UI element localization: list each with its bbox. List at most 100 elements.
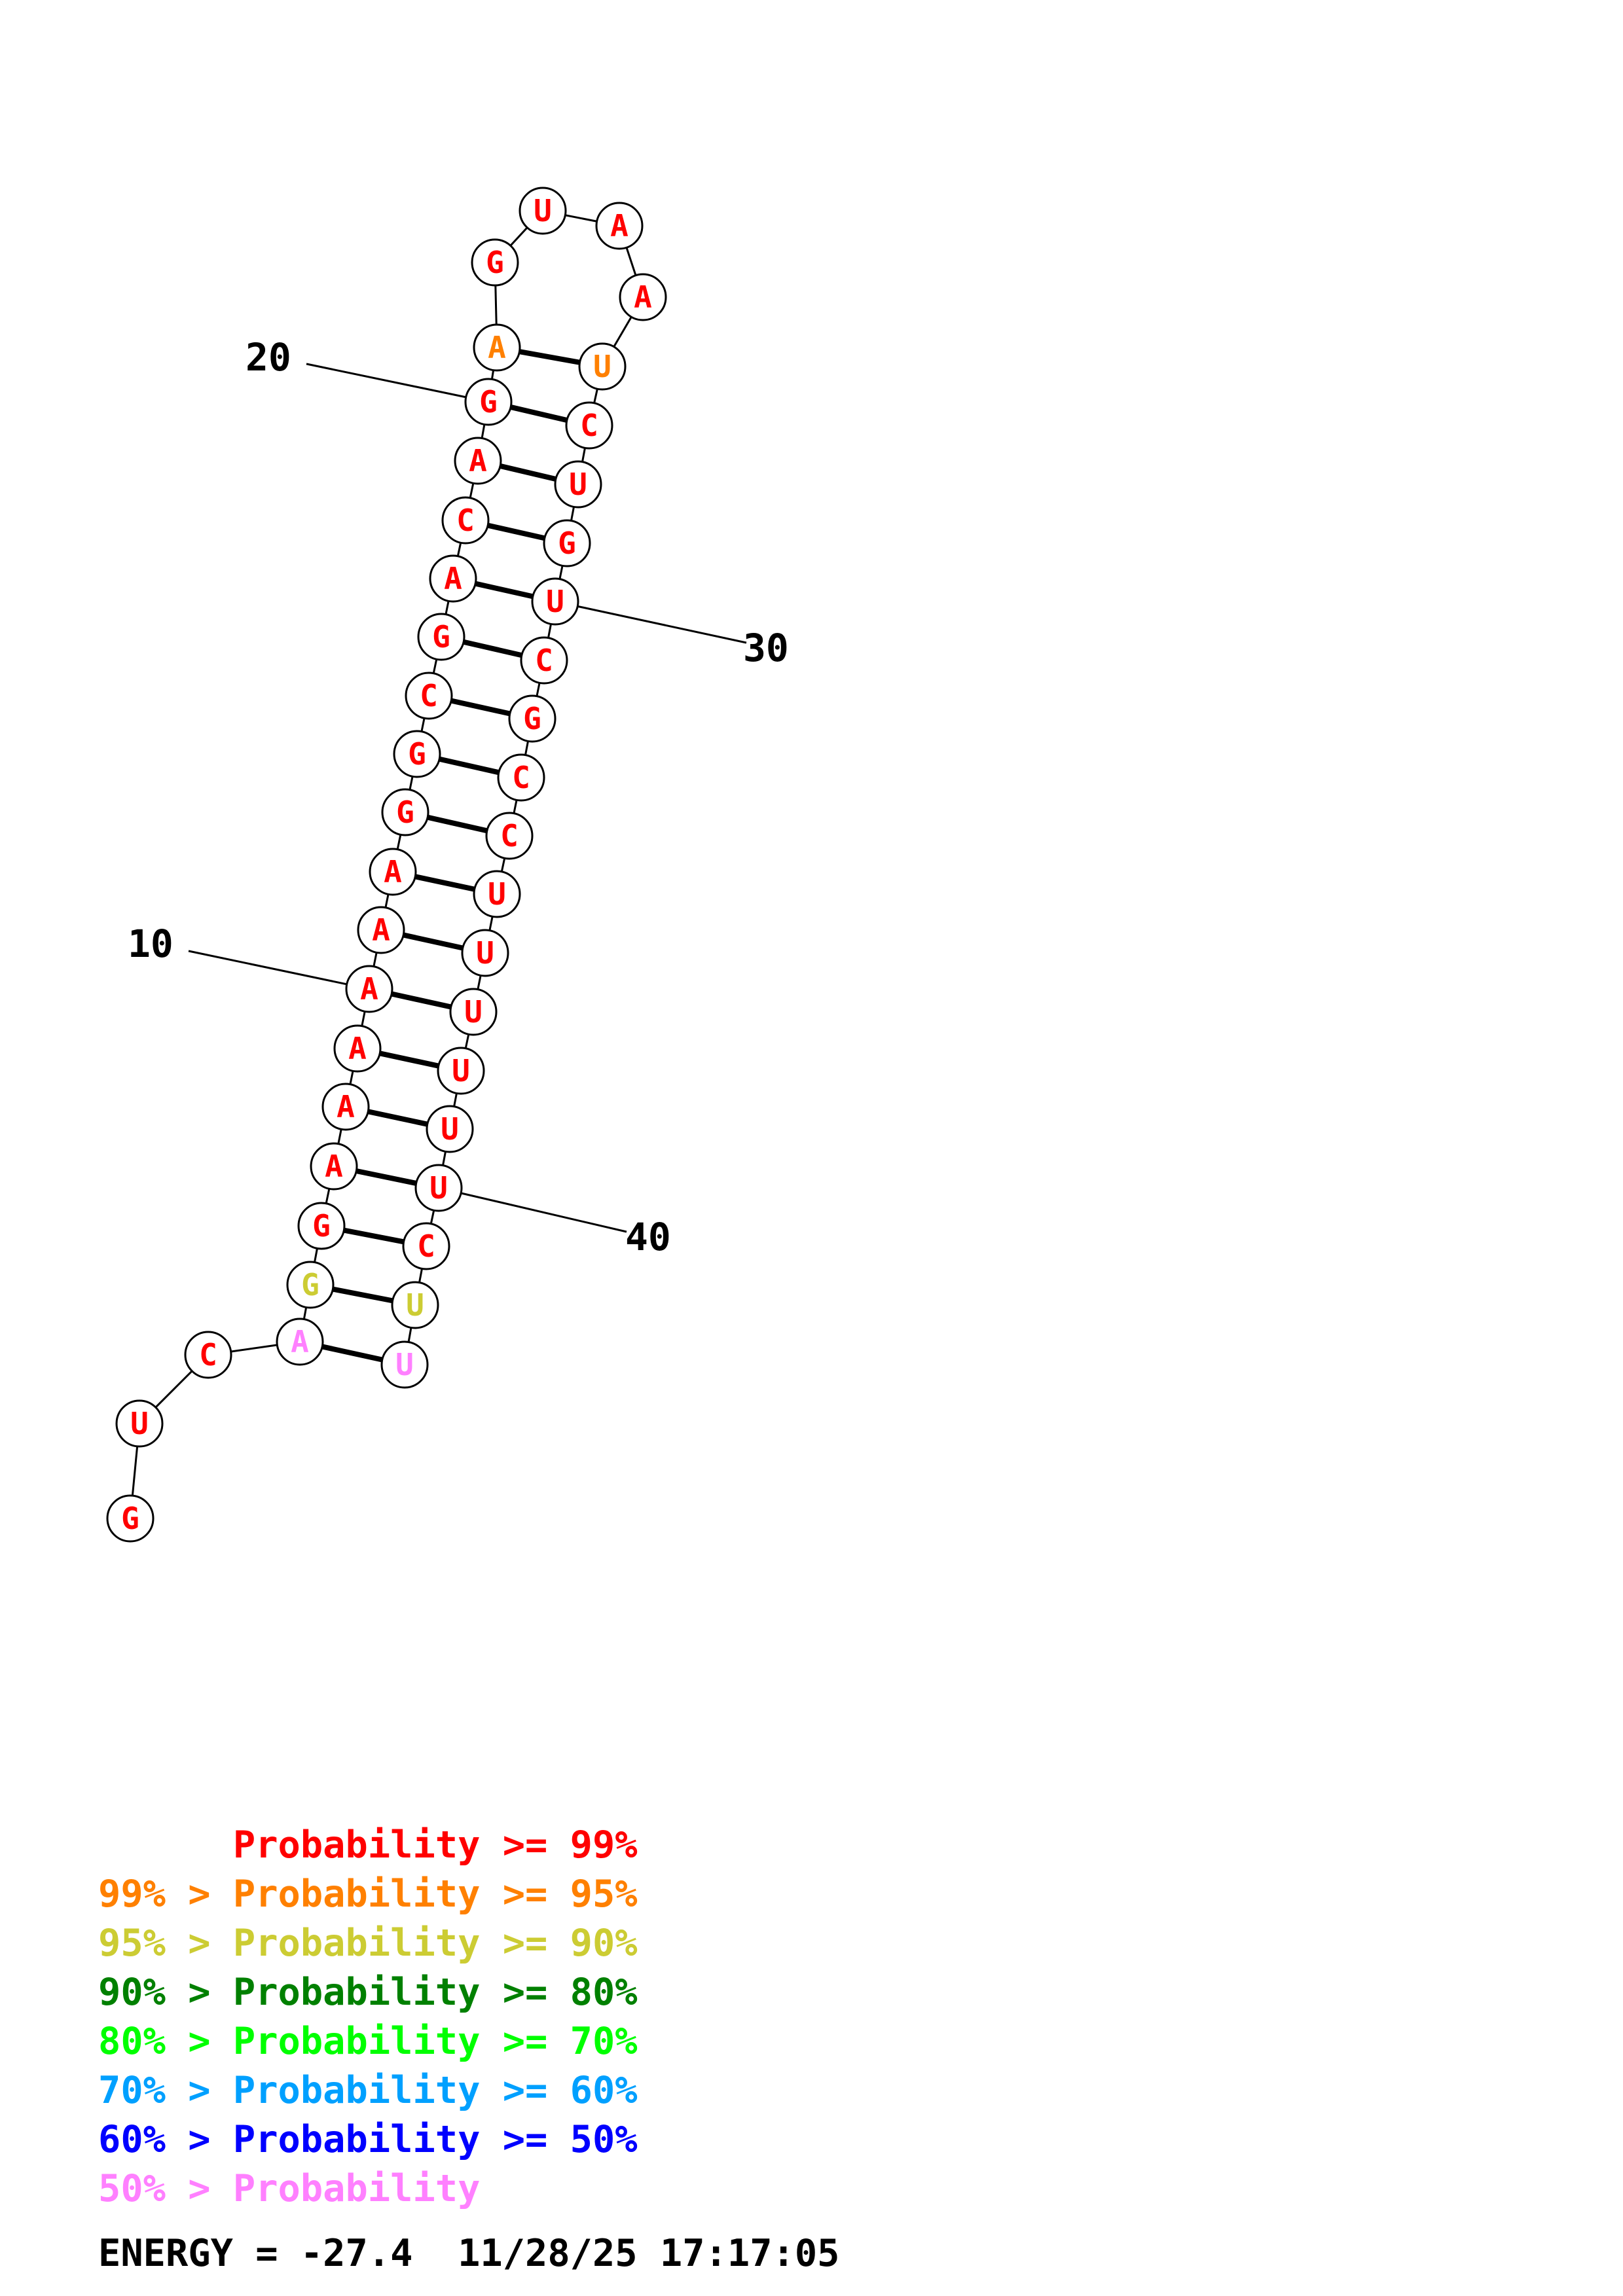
nucleotide-circle [286, 1261, 335, 1309]
nucleotide-14: G [393, 730, 441, 778]
legend-row: 80% > Probability >= 70% [98, 2017, 638, 2066]
nucleotide-letter: C [535, 643, 553, 678]
nucleotide-16: G [417, 613, 465, 661]
nucleotide-letter: U [546, 584, 564, 619]
nucleotide-letter: U [429, 1170, 448, 1206]
nucleotide-34: C [485, 812, 534, 860]
nucleotide-circle [369, 848, 417, 896]
nucleotide-circle [473, 323, 521, 372]
legend-prefix: 70% > [98, 2069, 233, 2112]
nucleotide-letter: C [417, 1229, 435, 1264]
position-labels: 10 20 30 40 [128, 335, 789, 1259]
nucleotide-38: U [437, 1047, 485, 1095]
nucleotide-43: U [380, 1340, 429, 1389]
nucleotide-29: G [543, 519, 591, 567]
nucleotide-circle [321, 1083, 370, 1131]
position-label-30: 30 [743, 626, 789, 670]
nucleotide-2: U [115, 1399, 164, 1448]
nucleotide-circle [508, 694, 556, 743]
legend-prefix: 90% > [98, 1971, 233, 2014]
nucleotide-circle [276, 1318, 324, 1366]
legend-text: Probability >= 80% [232, 1971, 638, 2014]
nucleotide-35: U [473, 870, 521, 918]
nucleotide-letter: A [372, 912, 390, 948]
nucleotide-41: C [402, 1222, 450, 1270]
nucleotide-circle [405, 672, 453, 720]
nucleotide-circle [381, 788, 429, 836]
legend-prefix: 60% > [98, 2118, 233, 2161]
nucleotide-letter: U [395, 1347, 414, 1382]
legend-prefix: 80% > [98, 2020, 233, 2063]
nucleotide-40: U [414, 1164, 463, 1212]
label-leader-30 [555, 600, 747, 644]
legend-text: Probability >= 60% [232, 2069, 638, 2112]
nucleotide-letter: A [360, 971, 378, 1007]
nucleotide-letter: A [325, 1149, 343, 1184]
nucleotide-letter: U [452, 1053, 470, 1088]
nucleotide-7: A [310, 1142, 358, 1191]
nucleotide-circle [106, 1494, 155, 1543]
nucleotide-11: A [357, 906, 405, 954]
nucleotide-letter: U [593, 349, 611, 384]
nucleotide-circle [380, 1340, 429, 1389]
nucleotide-letter: A [488, 330, 506, 365]
nucleotide-22: G [471, 238, 519, 287]
nucleotide-circle [454, 437, 502, 485]
nucleotide-letter: A [337, 1089, 355, 1124]
nucleotide-circle [531, 577, 579, 626]
nucleotide-circle [429, 554, 477, 603]
nucleotide-9: A [333, 1024, 382, 1073]
nucleotide-letter: A [384, 854, 402, 889]
nucleotide-18: C [441, 496, 490, 545]
nucleotide-30: U [531, 577, 579, 626]
nucleotide-letter: U [488, 876, 506, 912]
nucleotide-letter: G [121, 1501, 139, 1536]
nucleotide-42: U [391, 1281, 439, 1329]
nucleotide-23: U [519, 187, 567, 235]
nucleotide-letter: U [464, 994, 483, 1030]
probability-legend: Probability >= 99% 99% > Probability >= 9… [98, 1821, 638, 2214]
nucleotide-circle [471, 238, 519, 287]
nucleotide-circle [297, 1202, 346, 1250]
nucleotide-24: A [595, 202, 644, 250]
nucleotide-letter: U [569, 467, 587, 502]
nucleotide-circle [426, 1105, 474, 1153]
legend-text: Probability >= 50% [232, 2118, 638, 2161]
nucleotide-letter: A [444, 561, 462, 596]
legend-text: Probability >= 70% [232, 2020, 638, 2063]
nucleotide-19: A [454, 437, 502, 485]
legend-row: 50% > Probability [98, 2164, 638, 2214]
nucleotide-letter: C [580, 408, 598, 443]
nucleotide-37: U [449, 988, 498, 1036]
legend-text: Probability >= 90% [232, 1922, 638, 1965]
nucleotide-12: A [369, 848, 417, 896]
nucleotide-circle [520, 636, 568, 685]
nucleotide-circle [393, 730, 441, 778]
nucleotide-circle [519, 187, 567, 235]
legend-row: 60% > Probability >= 50% [98, 2115, 638, 2164]
nucleotide-circle [473, 870, 521, 918]
nucleotide-circle [417, 613, 465, 661]
nucleotide-10: A [345, 965, 393, 1013]
position-label-40: 40 [625, 1215, 671, 1259]
nucleotide-circle [461, 929, 509, 977]
nucleotide-31: C [520, 636, 568, 685]
nucleotide-letter: C [199, 1337, 217, 1372]
label-leader-10 [188, 950, 370, 990]
nucleotide-circle [619, 273, 667, 321]
legend-text: Probability >= 95% [232, 1873, 638, 1916]
nucleotide-circle [391, 1281, 439, 1329]
nucleotide-circle [437, 1047, 485, 1095]
nucleotide-26: U [578, 342, 627, 391]
nucleotide-letter: A [610, 208, 629, 243]
nucleotide-circle [402, 1222, 450, 1270]
nucleotide-letter: A [469, 443, 487, 478]
legend-text: Probability >= 99% [232, 1823, 638, 1867]
nucleotide-1: G [106, 1494, 155, 1543]
nucleotide-5: G [286, 1261, 335, 1309]
nucleotide-28: U [554, 460, 602, 509]
nucleotide-36: U [461, 929, 509, 977]
nucleotide-circle [333, 1024, 382, 1073]
nucleotide-33: C [497, 753, 545, 802]
nucleotide-circle [485, 812, 534, 860]
